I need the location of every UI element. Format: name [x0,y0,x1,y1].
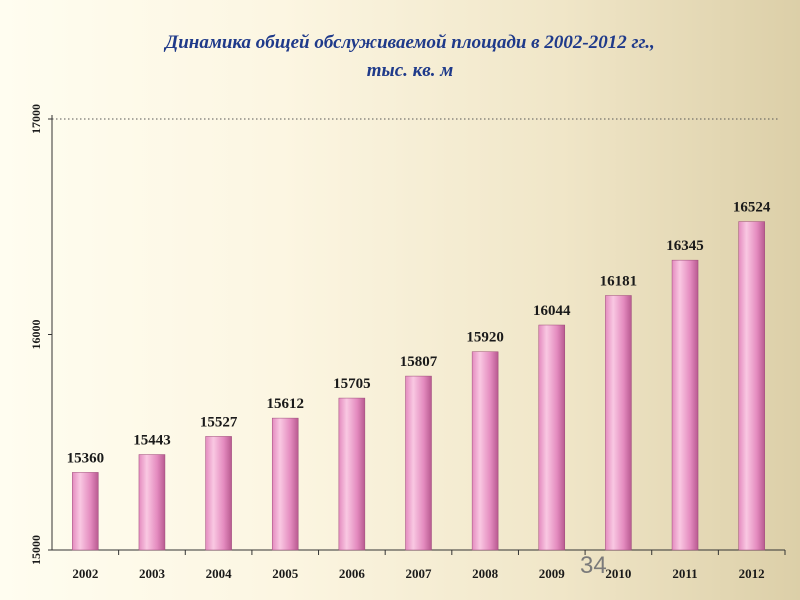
bar-2003 [138,454,166,551]
slide-number: 34 [580,552,607,579]
y-tick-label: 15000 [29,535,43,565]
y-tick-label: 16000 [29,320,43,350]
x-tick-label-2009: 2009 [539,566,566,581]
bar-2012 [738,221,765,551]
x-tick-label-2004: 2004 [206,566,233,581]
x-tick-label-2011: 2011 [672,566,697,581]
x-tick-label-2002: 2002 [72,566,98,581]
data-label-2007: 15807 [400,354,438,370]
bar-2008 [471,351,499,551]
bar-2006 [338,397,366,551]
x-tick-label-2010: 2010 [605,566,631,581]
x-tick-label-2006: 2006 [339,566,366,581]
x-tick-label-2007: 2007 [406,566,433,581]
data-label-2006: 15705 [333,376,371,392]
bar-2007 [405,375,432,551]
chart-title-line2: тыс. кв. м [366,60,454,81]
data-label-2004: 15527 [200,414,238,430]
bar-2002 [72,472,99,551]
data-label-2009: 16044 [533,303,571,319]
data-label-2011: 16345 [666,238,704,254]
bar-2005 [271,417,299,551]
data-label-2008: 15920 [466,330,504,346]
x-tick-label-2008: 2008 [472,566,499,581]
chart-title: Динамика общей обслуживаемой площади в 2… [0,28,800,84]
bar-2010 [605,295,632,551]
bar-2004 [205,436,232,551]
data-label-2002: 15360 [67,450,105,466]
data-label-2012: 16524 [733,200,771,216]
chart-title-line1: Динамика общей обслуживаемой площади в 2… [165,32,655,53]
bar-2009 [538,324,566,551]
x-tick-label-2003: 2003 [139,566,166,581]
data-label-2003: 15443 [133,433,171,449]
bar-2011 [671,259,699,551]
y-tick-label: 17000 [29,104,43,134]
data-label-2005: 15612 [266,396,304,412]
x-tick-label-2005: 2005 [272,566,299,581]
data-label-2010: 16181 [600,273,638,289]
x-tick-label-2012: 2012 [739,566,765,581]
